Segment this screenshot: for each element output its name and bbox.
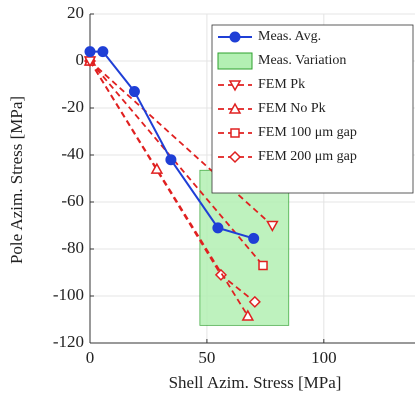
marker xyxy=(84,46,96,58)
legend-label: FEM Pk xyxy=(258,77,305,92)
y-tick-label: 0 xyxy=(76,50,85,69)
legend-label: Meas. Variation xyxy=(258,53,346,68)
marker xyxy=(128,86,140,98)
marker xyxy=(212,222,224,234)
marker xyxy=(266,220,279,233)
y-tick-label: -20 xyxy=(61,97,84,116)
y-tick-label: -120 xyxy=(53,332,84,351)
x-tick-label: 0 xyxy=(86,348,95,367)
legend-label: Meas. Avg. xyxy=(258,29,321,44)
x-tick-label: 50 xyxy=(198,348,215,367)
marker xyxy=(165,154,177,166)
marker xyxy=(228,102,242,114)
marker xyxy=(241,309,255,321)
variation-region xyxy=(199,169,290,326)
x-axis-label: Shell Azim. Stress [MPa] xyxy=(169,373,342,392)
marker xyxy=(228,80,242,92)
series-line xyxy=(89,60,264,267)
legend-label: FEM 200 μm gap xyxy=(258,149,357,164)
marker xyxy=(228,150,242,164)
marker xyxy=(230,128,240,138)
y-tick-label: -100 xyxy=(53,285,84,304)
marker xyxy=(150,162,164,174)
x-tick-label: 100 xyxy=(311,348,337,367)
legend-swatch xyxy=(217,52,253,70)
legend-label: FEM 100 μm gap xyxy=(258,125,357,140)
marker xyxy=(229,31,241,43)
y-tick-label: -80 xyxy=(61,238,84,257)
series-line xyxy=(89,60,273,227)
marker xyxy=(248,295,261,308)
marker xyxy=(248,232,260,244)
marker xyxy=(97,46,109,58)
y-axis-label: Pole Azim. Stress [MPa] xyxy=(7,96,26,264)
series-line xyxy=(89,60,249,317)
legend-label: FEM No Pk xyxy=(258,101,326,116)
y-tick-label: 20 xyxy=(67,3,84,22)
marker xyxy=(258,260,268,271)
y-tick-label: -40 xyxy=(61,144,84,163)
y-tick-label: -60 xyxy=(61,191,84,210)
